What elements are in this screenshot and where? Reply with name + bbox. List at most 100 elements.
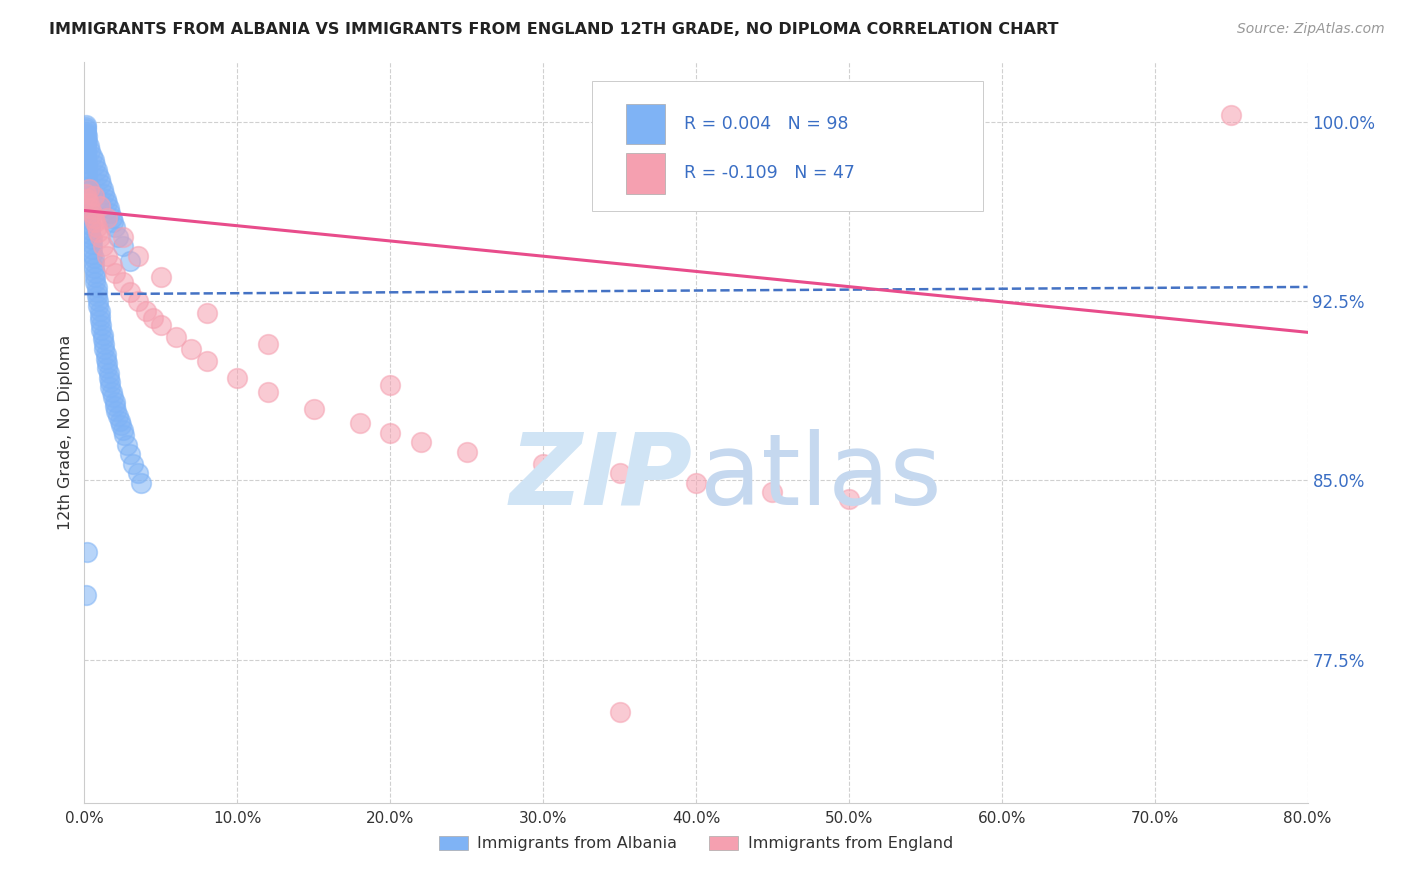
Point [105, 404, 128, 418]
Point [94, 192, 117, 206]
Point [76, 170, 98, 185]
Point [77, 194, 100, 208]
Point [75, 118, 97, 132]
Legend: Immigrants from Albania, Immigrants from England: Immigrants from Albania, Immigrants from… [433, 830, 959, 858]
Point [90, 323, 112, 337]
Point [127, 249, 149, 263]
Point [89, 309, 111, 323]
Point [75, 136, 97, 151]
Point [87, 299, 110, 313]
Point [84, 215, 107, 229]
Point [76, 134, 98, 148]
Point [80, 242, 103, 256]
Point [111, 229, 134, 244]
Point [149, 318, 172, 333]
FancyBboxPatch shape [592, 81, 983, 211]
Point [142, 310, 165, 325]
Point [127, 467, 149, 481]
Text: atlas: atlas [700, 428, 941, 525]
Point [97, 366, 120, 380]
Point [76, 175, 98, 189]
Point [120, 253, 142, 268]
Point [122, 457, 145, 471]
Point [76, 155, 98, 169]
Point [98, 206, 121, 220]
Point [75, 146, 97, 161]
Point [101, 259, 124, 273]
Point [685, 475, 707, 490]
Point [75, 141, 97, 155]
Point [302, 401, 325, 416]
Point [79, 227, 101, 242]
Point [89, 229, 111, 244]
Point [77, 189, 100, 203]
Point [104, 394, 127, 409]
Point [87, 225, 110, 239]
Point [96, 356, 118, 370]
Point [120, 285, 142, 299]
Point [90, 318, 112, 333]
Point [180, 342, 202, 356]
Point [98, 376, 121, 390]
Point [91, 182, 114, 196]
Point [97, 370, 120, 384]
Point [87, 168, 110, 182]
Point [115, 437, 138, 451]
Point [96, 211, 118, 225]
Point [609, 467, 631, 481]
Point [111, 275, 134, 289]
Point [76, 179, 98, 194]
Point [77, 199, 100, 213]
Point [83, 252, 105, 266]
Point [89, 313, 111, 327]
Point [761, 485, 783, 500]
Point [83, 260, 105, 275]
Point [609, 705, 631, 719]
Point [76, 185, 98, 199]
Text: R = -0.109   N = 47: R = -0.109 N = 47 [683, 164, 855, 183]
Point [93, 342, 115, 356]
Point [77, 208, 100, 222]
Point [86, 289, 108, 303]
Point [79, 144, 101, 158]
Point [83, 189, 105, 203]
Point [257, 384, 280, 399]
Point [76, 545, 98, 559]
Point [89, 172, 111, 186]
Point [94, 347, 117, 361]
Point [456, 444, 478, 458]
Point [380, 377, 402, 392]
Point [120, 447, 142, 461]
Point [86, 280, 108, 294]
Point [195, 306, 218, 320]
Point [91, 239, 114, 253]
Point [103, 215, 125, 229]
Point [80, 232, 103, 246]
Point [149, 270, 172, 285]
Point [86, 285, 108, 299]
Point [83, 153, 105, 168]
Point [75, 132, 97, 146]
Point [96, 249, 118, 263]
Text: Source: ZipAtlas.com: Source: ZipAtlas.com [1237, 22, 1385, 37]
Y-axis label: 12th Grade, No Diploma: 12th Grade, No Diploma [58, 335, 73, 530]
Point [77, 182, 100, 196]
Point [112, 428, 135, 442]
Point [80, 236, 103, 251]
Point [80, 148, 103, 162]
Point [86, 162, 108, 177]
Point [75, 588, 97, 602]
Point [83, 211, 105, 225]
Point [75, 127, 97, 141]
Point [96, 196, 118, 211]
Point [257, 337, 280, 351]
Point [80, 246, 103, 260]
Point [111, 423, 134, 437]
Point [89, 303, 111, 318]
Point [84, 266, 107, 280]
Point [1220, 108, 1243, 122]
Point [96, 361, 118, 376]
Point [103, 390, 125, 404]
Point [76, 129, 98, 144]
Point [127, 294, 149, 309]
